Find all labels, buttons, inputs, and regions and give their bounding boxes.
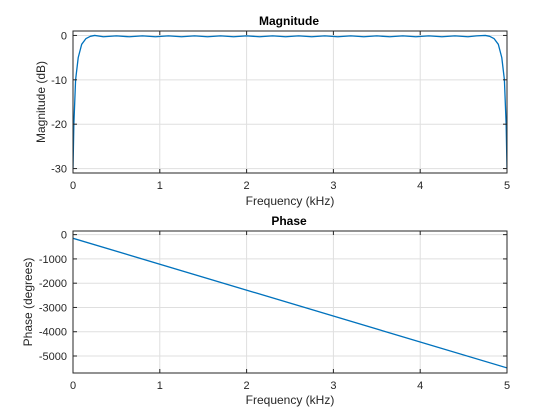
magnitude-xlabel: Frequency (kHz) (246, 194, 335, 208)
phase-title: Phase (271, 214, 307, 228)
magnitude-plot: Magnitude 0 1 2 3 4 5 -30 -20 -10 0 Frequency (kH… (34, 14, 510, 208)
phase-plot: Phase 0 1 2 3 4 5 -5000 -4000 -3000 -2000 -1000 0 F… (21, 214, 510, 407)
phase-xtick-label: 1 (157, 380, 163, 392)
phase-xlabel: Frequency (kHz) (246, 393, 335, 407)
magnitude-ytick-label: 0 (61, 30, 67, 42)
magnitude-ytick-label: -10 (51, 75, 67, 87)
magnitude-xtick-label: 0 (70, 180, 76, 192)
phase-ytick-label: -1000 (39, 254, 67, 266)
phase-ylabel: Phase (degrees) (21, 258, 35, 347)
phase-ytick-label: 0 (61, 230, 67, 242)
magnitude-xtick-label: 4 (417, 180, 423, 192)
phase-ytick-label: -5000 (39, 351, 67, 363)
magnitude-series-line (73, 34, 507, 169)
magnitude-xtick-label: 1 (157, 180, 163, 192)
phase-ytick-label: -3000 (39, 302, 67, 314)
phase-series-line (73, 237, 507, 369)
phase-ytick-label: -2000 (39, 278, 67, 290)
magnitude-title: Magnitude (259, 14, 319, 28)
magnitude-xtick-label: 2 (244, 180, 250, 192)
phase-xtick-label: 4 (417, 380, 423, 392)
magnitude-ylabel: Magnitude (dB) (34, 61, 48, 143)
magnitude-xtick-label: 5 (504, 180, 510, 192)
phase-xtick-label: 5 (504, 380, 510, 392)
magnitude-ytick-label: -20 (51, 119, 67, 131)
magnitude-xtick-label: 3 (330, 180, 336, 192)
magnitude-axes-frame (72, 30, 508, 174)
phase-xtick-label: 3 (330, 380, 336, 392)
phase-xtick-label: 0 (70, 380, 76, 392)
phase-ytick-label: -4000 (39, 327, 67, 339)
phase-xtick-label: 2 (244, 380, 250, 392)
magnitude-ytick-label: -30 (51, 164, 67, 176)
phase-axes-frame (72, 230, 508, 374)
